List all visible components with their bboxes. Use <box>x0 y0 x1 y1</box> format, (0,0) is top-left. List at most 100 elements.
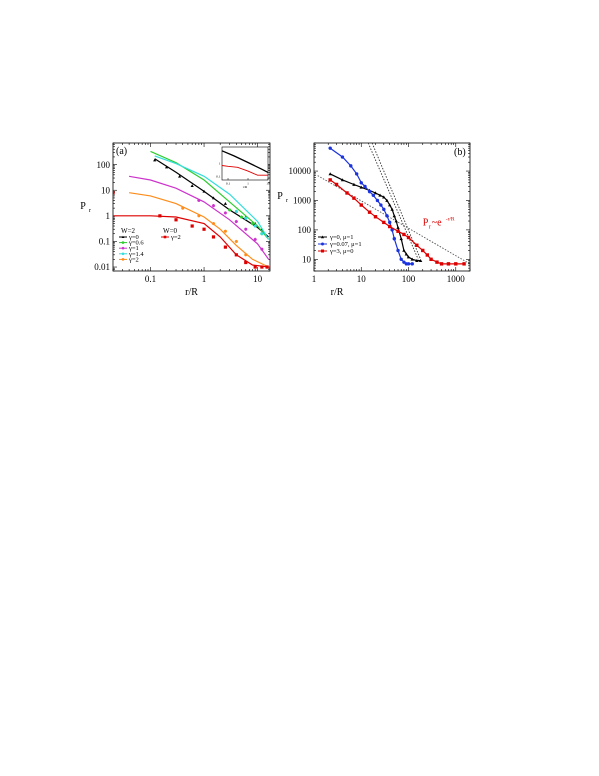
x-tick-label: 1 <box>312 274 317 284</box>
inset-x-tick-label: 0.1 <box>226 182 231 186</box>
data-point <box>265 265 269 269</box>
plot-area <box>113 150 270 269</box>
data-point <box>392 237 396 241</box>
y-axis-title-sub: r <box>286 198 288 204</box>
y-tick-label: 10 <box>101 185 111 195</box>
plot-frame <box>112 142 271 272</box>
data-point <box>359 203 363 207</box>
x-tick-label: 10 <box>253 274 263 284</box>
data-point <box>394 219 398 223</box>
data-point <box>211 221 216 226</box>
data-point <box>359 185 363 189</box>
panel-label: (a) <box>116 146 127 157</box>
data-point <box>367 210 372 214</box>
data-point <box>410 262 414 266</box>
data-point <box>352 182 356 186</box>
y-tick-label: 1000 <box>293 196 312 206</box>
data-point <box>429 257 433 261</box>
data-point <box>390 207 394 211</box>
data-point <box>406 235 411 240</box>
data-point <box>399 237 403 241</box>
annotation-rest: ~e <box>432 218 442 229</box>
data-point <box>406 255 411 259</box>
reference-line <box>371 143 422 260</box>
series-1 <box>328 146 414 266</box>
x-tick-label: 100 <box>402 274 416 284</box>
data-point <box>396 248 400 253</box>
data-point <box>260 265 264 269</box>
annotation-sup: -r/R <box>446 217 455 223</box>
data-point <box>211 204 216 208</box>
legend-group-title: W=0 <box>163 227 178 235</box>
inset: 0.1 1 100.11r/R <box>216 146 270 189</box>
legend-marker <box>163 235 167 239</box>
data-point <box>396 229 400 233</box>
legend-label: γ=0, μ=1 <box>329 234 353 241</box>
data-point <box>250 221 255 226</box>
data-point <box>211 196 216 200</box>
data-point <box>388 203 392 207</box>
data-point <box>454 262 458 266</box>
y-axis-title-sub: r <box>89 208 91 214</box>
data-point <box>244 216 248 220</box>
legend-group-title: W=2 <box>121 227 136 235</box>
data-point <box>202 189 206 193</box>
data-point <box>253 265 257 269</box>
x-axis-title: r/R <box>185 287 198 298</box>
legend-label: γ=2 <box>170 234 181 241</box>
legend-label: γ=2 <box>128 256 139 263</box>
data-point <box>244 260 248 265</box>
series-2 <box>128 175 270 260</box>
data-point <box>446 262 451 266</box>
x-tick-label: 1 <box>202 274 207 284</box>
data-point <box>382 220 386 225</box>
legend-label: γ=0.6 <box>128 240 144 247</box>
y-axis-title: P <box>277 191 283 202</box>
series-line <box>113 215 269 268</box>
data-point <box>402 232 406 237</box>
inset-series-line <box>221 150 269 173</box>
series-2 <box>328 178 466 266</box>
data-point <box>223 229 227 233</box>
legend-marker <box>121 258 125 261</box>
legend-marker <box>121 241 125 244</box>
data-point <box>371 193 376 197</box>
annotation-sub: r <box>429 225 431 231</box>
panel-label: (b) <box>454 147 466 158</box>
data-point <box>253 237 257 242</box>
data-point <box>228 208 232 212</box>
data-point <box>190 224 194 228</box>
series-5 <box>113 191 269 269</box>
data-point <box>190 184 194 188</box>
data-point <box>174 218 178 222</box>
legend: γ=0, μ=1γ=0.07, μ=1γ=3, μ=0 <box>318 234 362 255</box>
data-point <box>406 262 411 266</box>
data-point <box>379 203 383 207</box>
data-point <box>363 184 367 189</box>
data-point <box>253 224 257 228</box>
legend-label: γ=0 <box>128 234 139 241</box>
data-point <box>197 214 201 218</box>
data-point <box>239 215 244 219</box>
y-tick-label: 100 <box>97 160 111 170</box>
data-point <box>385 214 389 218</box>
data-point <box>415 258 419 263</box>
y-tick-label: 10000 <box>289 166 312 176</box>
data-point <box>178 174 182 178</box>
data-point <box>388 224 392 229</box>
data-point <box>439 262 444 266</box>
data-point <box>244 253 248 257</box>
legend-marker <box>321 235 324 239</box>
data-point <box>352 196 356 200</box>
inset-y-tick-label: 0.1 <box>216 174 221 178</box>
data-point <box>234 239 238 244</box>
series-line <box>150 150 270 240</box>
plot-area <box>317 143 470 266</box>
legend-label: γ=3, μ=0 <box>329 248 353 255</box>
legend-marker <box>321 249 324 253</box>
series-line <box>129 192 269 268</box>
data-point <box>359 181 363 185</box>
legend-marker <box>121 252 125 256</box>
